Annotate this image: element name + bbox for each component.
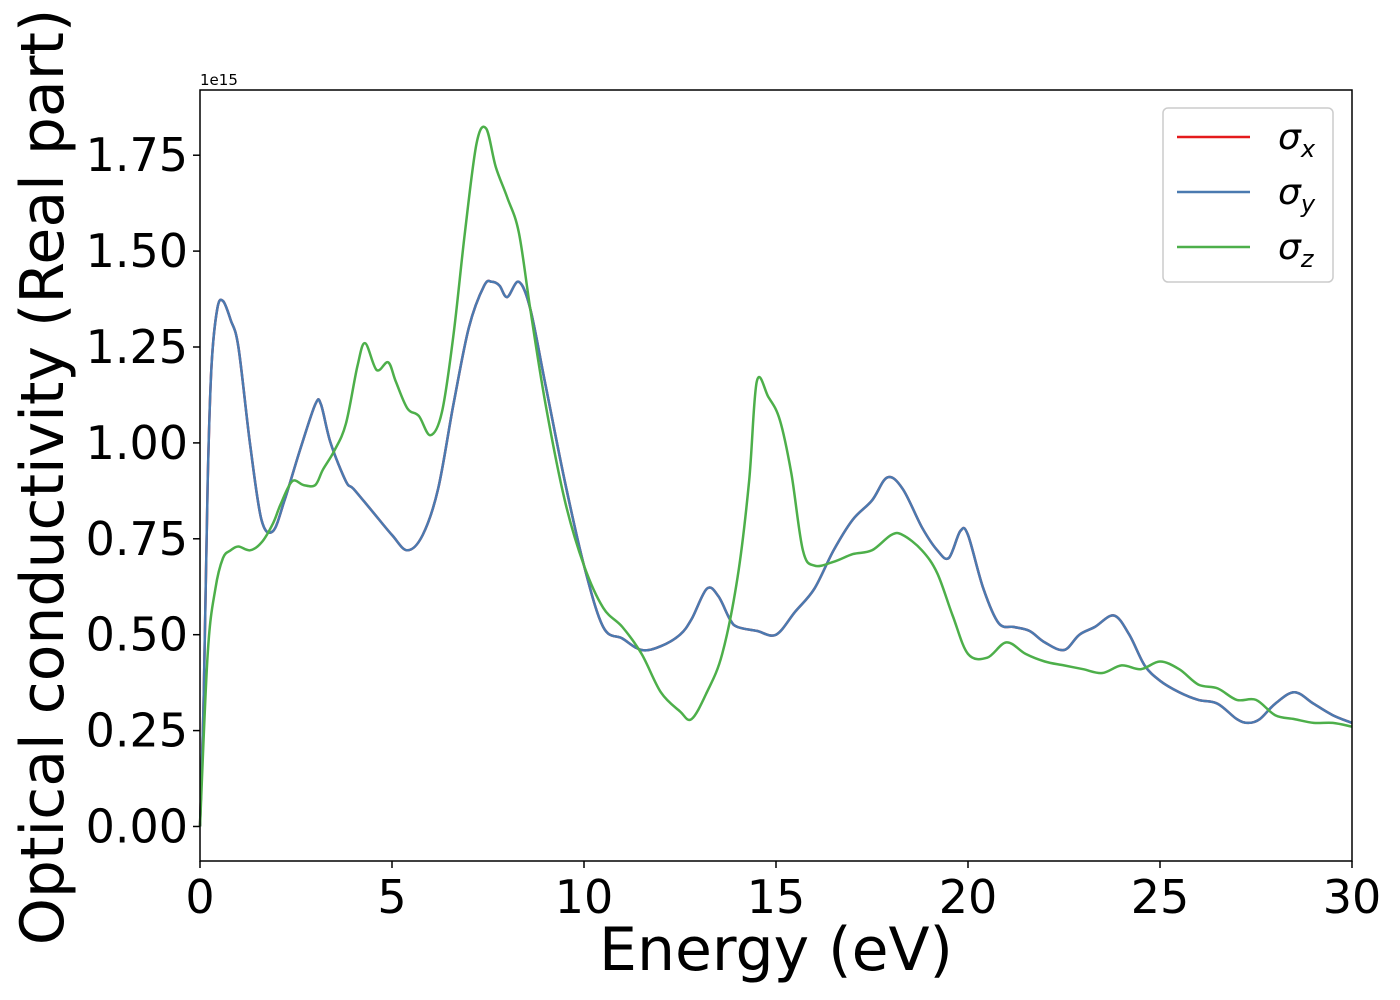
x-tick-label: 20 xyxy=(939,870,998,924)
y-tick-label: 0.00 xyxy=(86,799,188,853)
series-layer xyxy=(198,125,1353,827)
x-axis: 0 5 10 15 20 25 30 xyxy=(185,861,1381,924)
y-tick-label: 0.25 xyxy=(86,704,188,758)
y-tick-label: 1.50 xyxy=(86,224,188,278)
x-tick-label: 0 xyxy=(185,870,214,924)
x-tick-label: 25 xyxy=(1131,870,1190,924)
y-tick-label: 1.75 xyxy=(86,128,188,182)
x-axis-title: Energy (eV) xyxy=(599,915,953,985)
legend-label: σz xyxy=(1278,227,1315,273)
plot-area xyxy=(200,90,1352,861)
x-tick-label: 10 xyxy=(555,870,614,924)
y-tick-label: 0.50 xyxy=(86,608,188,662)
series-line-2 xyxy=(198,279,1353,827)
y-tick-label: 1.25 xyxy=(86,320,188,374)
x-tick-label: 5 xyxy=(377,870,406,924)
x-tick-label: 15 xyxy=(747,870,806,924)
y-axis-title: Optical conductivity (Real part) xyxy=(8,9,78,946)
y-offset-label: 1e15 xyxy=(200,71,238,89)
y-tick-label: 0.75 xyxy=(86,512,188,566)
x-tick-label: 30 xyxy=(1323,870,1382,924)
legend-label: σy xyxy=(1278,172,1316,218)
series-line-3 xyxy=(198,125,1353,827)
y-axis: 0.00 0.25 0.50 0.75 1.00 1.25 1.50 1.75 xyxy=(86,128,200,853)
y-tick-label: 1.00 xyxy=(86,416,188,470)
legend-box xyxy=(1162,107,1334,283)
